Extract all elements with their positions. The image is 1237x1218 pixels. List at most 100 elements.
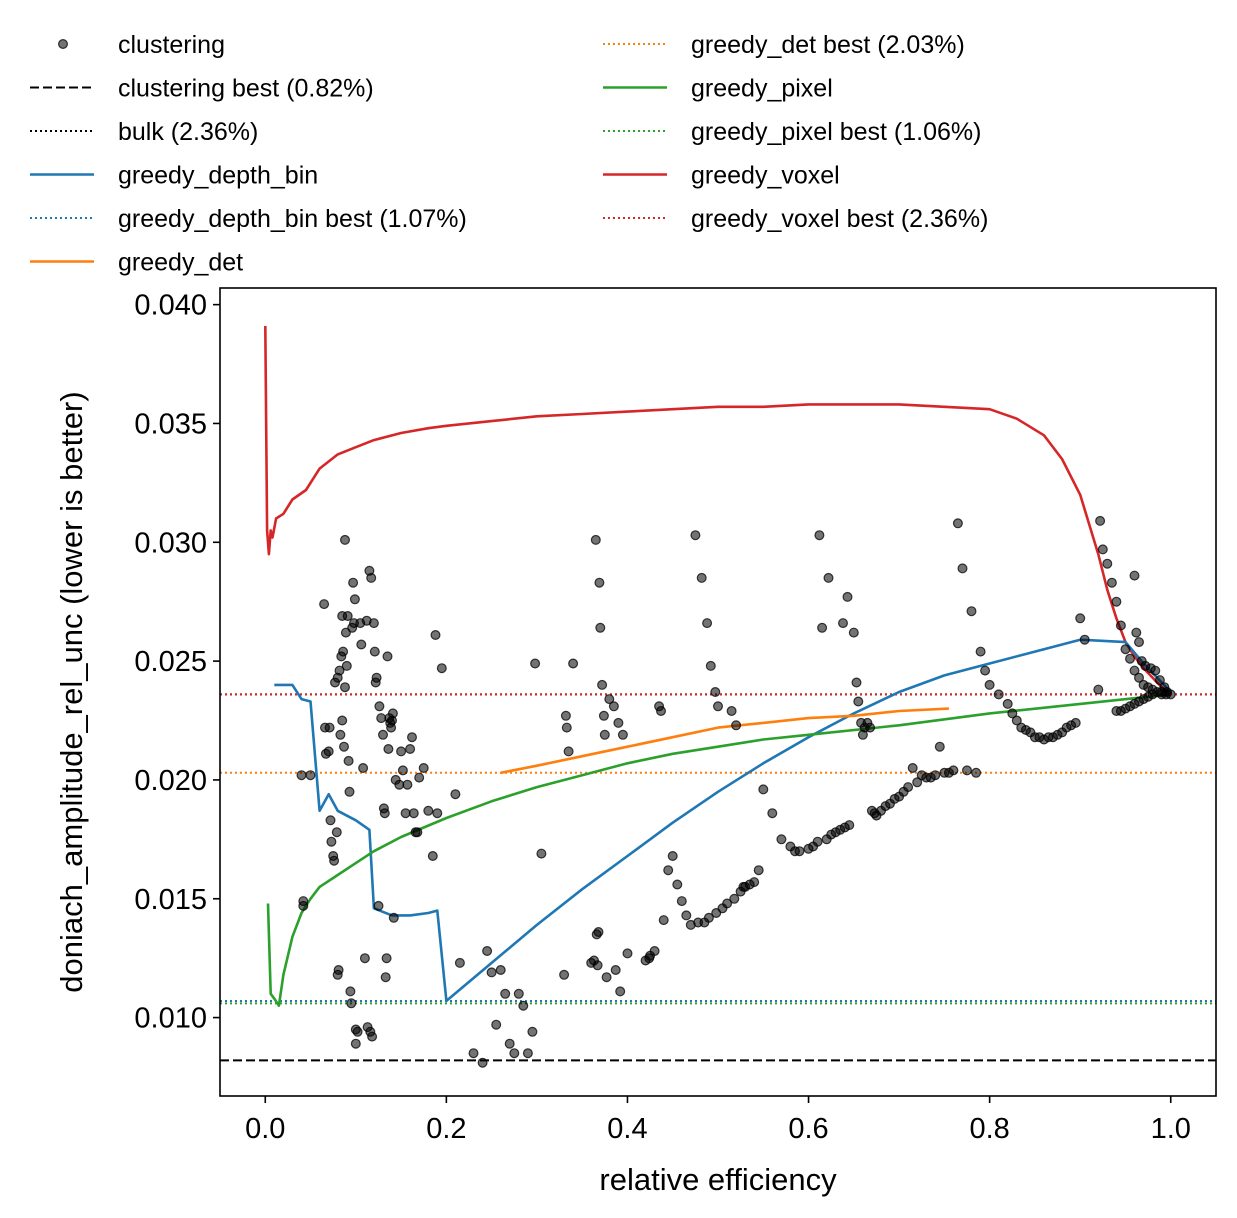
clustering-point-83 — [418, 762, 429, 773]
x-axis: 0.0 0.2 0.4 0.6 0.8 1.0 — [245, 1096, 1191, 1145]
clustering-point-172 — [812, 836, 823, 847]
clustering-point-82 — [414, 772, 425, 783]
clustering-point-202 — [907, 762, 918, 773]
clustering-point-208 — [934, 741, 945, 752]
clustering-point-97 — [500, 988, 511, 999]
clustering-point-241 — [1097, 544, 1108, 555]
clustering-point-72 — [394, 779, 405, 790]
clustering-point-95 — [491, 1019, 502, 1030]
clustering-point-216 — [971, 767, 982, 778]
clustering-point-219 — [984, 679, 995, 690]
clustering-point-29 — [342, 610, 353, 621]
x-tick-label: 0.4 — [607, 1113, 647, 1145]
clustering-point-124 — [608, 701, 619, 712]
y-tick-label: 0.030 — [134, 527, 207, 559]
clustering-point-99 — [509, 1048, 520, 1059]
legend-item: greedy_voxel best (2.36%) — [603, 205, 988, 233]
legend-item: greedy_det — [30, 249, 243, 277]
clustering-point-222 — [1007, 708, 1018, 719]
legend-label: greedy_pixel best (1.06%) — [691, 118, 981, 146]
clustering-point-7 — [323, 746, 334, 757]
legend-label: clustering best (0.82%) — [118, 75, 374, 103]
clustering-point-4 — [319, 599, 330, 610]
clustering-point-101 — [518, 1000, 529, 1011]
clustering-point-32 — [345, 986, 356, 997]
clustering-point-17 — [333, 964, 344, 975]
clustering-point-60 — [379, 808, 390, 819]
y-tick-label: 0.040 — [134, 290, 207, 322]
legend-marker — [57, 38, 68, 49]
clustering-point-137 — [663, 865, 674, 876]
clustering-point-54 — [371, 672, 382, 683]
clustering-point-107 — [560, 710, 571, 721]
clustering-point-52 — [369, 646, 380, 657]
clustering-point-10 — [326, 836, 337, 847]
y-axis-label: doniach_amplitude_rel_unc (lower is bett… — [54, 391, 89, 992]
clustering-point-155 — [726, 705, 737, 716]
clustering-point-89 — [450, 789, 461, 800]
legend-label: clustering — [118, 31, 225, 59]
clustering-point-96 — [495, 964, 506, 975]
clustering-point-273 — [1150, 665, 1161, 676]
clustering-point-125 — [610, 964, 621, 975]
clustering-point-42 — [356, 639, 367, 650]
clustering-point-136 — [658, 915, 669, 926]
clustering-point-264 — [1147, 689, 1158, 700]
clustering-point-56 — [374, 701, 385, 712]
clustering-point-81 — [412, 827, 423, 838]
clustering-point-140 — [676, 896, 687, 907]
legend-item: greedy_voxel — [603, 162, 840, 190]
clustering-point-73 — [396, 746, 407, 757]
clustering-point-163 — [753, 865, 764, 876]
clustering-point-70 — [388, 912, 399, 923]
clustering-point-104 — [530, 658, 541, 669]
legend-label: greedy_voxel — [691, 162, 840, 190]
clustering-point-0 — [296, 770, 307, 781]
clustering-point-63 — [382, 651, 393, 662]
clustering-point-30 — [343, 755, 354, 766]
clustering-point-102 — [522, 1048, 533, 1059]
x-tick-label: 0.0 — [245, 1113, 285, 1145]
clustering-point-156 — [729, 893, 740, 904]
series-greedy_det — [500, 707, 949, 775]
clustering-point-191 — [865, 722, 876, 733]
clustering-point-91 — [468, 1048, 479, 1059]
clustering-point-207 — [930, 770, 941, 781]
clustering-point-148 — [703, 912, 714, 923]
clustering-point-145 — [696, 572, 707, 583]
clustering-point-2 — [298, 900, 309, 911]
clustering-point-165 — [767, 808, 778, 819]
clustering-point-24 — [339, 741, 350, 752]
clustering-point-215 — [966, 606, 977, 617]
clustering-point-217 — [975, 646, 986, 657]
clustering-point-150 — [710, 686, 721, 697]
series-greedy_pixel — [266, 693, 1171, 1008]
clustering-point-123 — [604, 694, 615, 705]
legend-label: greedy_det — [118, 249, 243, 277]
reference-lines — [220, 693, 1216, 1062]
clustering-point-267 — [1129, 570, 1140, 581]
clustering-point-106 — [559, 969, 570, 980]
clustering-point-14 — [331, 827, 342, 838]
clustering-point-23 — [338, 646, 349, 657]
legend-label: greedy_pixel — [691, 75, 833, 103]
clustering-point-113 — [590, 534, 601, 545]
clustering-point-149 — [705, 660, 716, 671]
clustering-point-164 — [758, 784, 769, 795]
clustering-point-12 — [329, 855, 340, 866]
clustering-point-129 — [622, 948, 633, 959]
clustering-point-157 — [731, 720, 742, 731]
clustering-point-35 — [348, 577, 359, 588]
clustering-point-246 — [1120, 644, 1131, 655]
clustering-point-62 — [381, 953, 392, 964]
clustering-point-128 — [617, 729, 628, 740]
clustering-point-122 — [601, 972, 612, 983]
clustering-point-92 — [477, 1057, 488, 1068]
clustering-point-133 — [649, 945, 660, 956]
clustering-point-240 — [1095, 515, 1106, 526]
legend-item: greedy_pixel best (1.06%) — [603, 118, 981, 146]
clustering-point-186 — [853, 696, 864, 707]
clustering-point-220 — [993, 689, 1004, 700]
clustering-points — [296, 515, 1176, 1068]
y-axis: 0.010 0.015 0.020 0.025 0.030 0.035 0.040 — [134, 290, 220, 1035]
